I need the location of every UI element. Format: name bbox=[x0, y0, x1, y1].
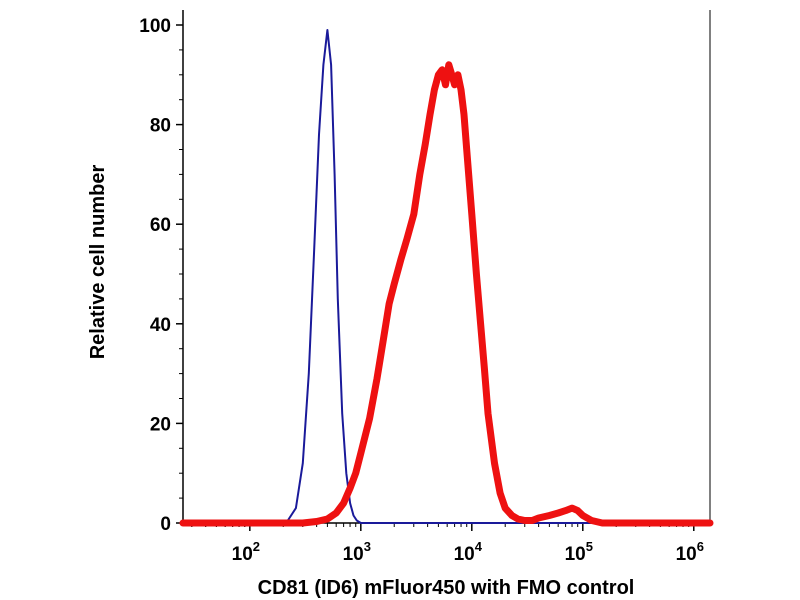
x-tick-label: 105 bbox=[565, 539, 593, 565]
series-line-2 bbox=[179, 61, 714, 527]
x-tick-exponent: 2 bbox=[253, 539, 260, 554]
x-tick-base: 10 bbox=[676, 544, 697, 565]
x-tick-base: 10 bbox=[232, 544, 253, 565]
x-tick-label: 106 bbox=[676, 539, 704, 565]
series-line-1 bbox=[182, 29, 711, 524]
y-axis-label: Relative cell number bbox=[87, 165, 109, 360]
x-tick-base: 10 bbox=[343, 544, 364, 565]
x-tick-exponent: 3 bbox=[364, 539, 371, 554]
x-tick-label: 102 bbox=[232, 539, 260, 565]
x-tick-base: 10 bbox=[454, 544, 475, 565]
y-tick-label: 60 bbox=[150, 215, 171, 236]
x-tick-exponent: 6 bbox=[697, 539, 704, 554]
y-tick-label: 20 bbox=[150, 414, 171, 435]
x-tick-label: 104 bbox=[454, 539, 483, 565]
x-tick-exponent: 5 bbox=[586, 539, 593, 554]
y-tick-label: 80 bbox=[150, 116, 171, 137]
x-ticks: 102 103 104 105 106 bbox=[191, 523, 704, 565]
y-tick-label: 100 bbox=[139, 16, 171, 37]
y-tick-label: 0 bbox=[160, 514, 171, 535]
x-tick-label: 103 bbox=[343, 539, 371, 565]
x-tick-base: 10 bbox=[565, 544, 586, 565]
y-tick-label: 40 bbox=[150, 315, 171, 336]
x-axis-label: CD81 (ID6) mFluor450 with FMO control bbox=[258, 577, 635, 599]
series-layer bbox=[179, 29, 714, 527]
x-tick-exponent: 4 bbox=[475, 539, 483, 554]
y-ticks: 0 20 40 60 80 100 bbox=[139, 16, 183, 535]
